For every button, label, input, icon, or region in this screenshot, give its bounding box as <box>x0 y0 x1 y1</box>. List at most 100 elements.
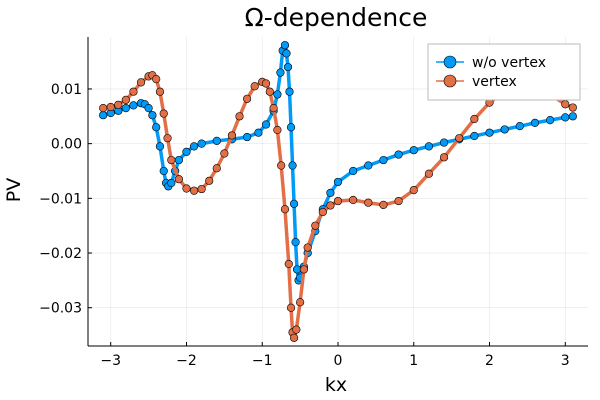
data-point <box>409 186 418 195</box>
legend-label: vertex <box>472 74 517 90</box>
data-point <box>182 147 191 156</box>
data-point <box>273 90 282 99</box>
data-point <box>220 149 229 158</box>
y-tick-label: 0.01 <box>51 82 82 98</box>
data-point <box>364 198 373 207</box>
data-point <box>167 178 176 188</box>
data-point <box>318 207 327 217</box>
data-point <box>197 184 206 194</box>
data-point <box>303 243 312 252</box>
data-point <box>394 150 403 159</box>
data-point <box>500 125 509 134</box>
data-point <box>152 75 161 84</box>
data-point <box>333 196 343 206</box>
data-point <box>530 118 540 127</box>
data-point <box>286 303 296 312</box>
legend-marker <box>443 74 457 88</box>
data-point <box>280 41 290 50</box>
data-point <box>299 265 309 274</box>
data-point <box>261 79 271 88</box>
data-point <box>364 161 373 170</box>
data-point <box>561 113 570 122</box>
data-point <box>106 102 115 112</box>
legend-label: w/o vertex <box>472 55 546 71</box>
data-point <box>261 120 271 129</box>
data-point <box>277 161 286 170</box>
legend-marker <box>443 55 457 69</box>
data-point <box>439 138 449 147</box>
x-tick-label: 2 <box>485 353 494 369</box>
data-point <box>333 177 343 187</box>
data-point <box>265 87 274 96</box>
data-point <box>242 132 252 142</box>
data-point <box>409 146 418 155</box>
data-point <box>152 123 161 132</box>
x-tick-label: −1 <box>252 353 273 369</box>
data-point <box>283 62 293 72</box>
data-point <box>379 200 388 209</box>
data-point <box>189 142 199 151</box>
data-point <box>326 201 335 210</box>
data-point <box>235 112 244 121</box>
chart-title: Ω-dependence <box>245 3 428 32</box>
data-point <box>129 101 138 110</box>
data-point <box>455 134 464 143</box>
data-point <box>470 114 479 124</box>
series-layer <box>99 41 577 342</box>
axes: −3 −2 −1 0 1 2 3 −0.03 −0.02 −0.01 0.00 0.01 <box>39 37 588 369</box>
data-point <box>292 325 301 334</box>
data-point <box>269 103 278 113</box>
data-point <box>568 112 577 121</box>
data-point <box>286 123 296 132</box>
data-point <box>250 82 259 91</box>
x-tick-label: 0 <box>334 353 343 369</box>
data-point <box>159 109 168 118</box>
data-point <box>349 195 358 205</box>
data-point <box>227 131 237 140</box>
data-point <box>163 134 172 143</box>
legend-box <box>427 43 581 101</box>
plot-area: −3 −2 −1 0 1 2 3 −0.03 −0.02 −0.01 0.00 0.01 <box>39 37 588 369</box>
data-point <box>254 128 263 137</box>
data-point <box>280 205 290 214</box>
data-point <box>282 49 291 58</box>
data-point <box>292 265 302 274</box>
data-point <box>515 122 524 131</box>
data-point <box>424 142 434 151</box>
data-point <box>189 186 199 195</box>
x-tick-label: −3 <box>100 353 121 369</box>
y-tick-label: 0.00 <box>51 137 82 153</box>
data-point <box>197 139 206 148</box>
data-point <box>182 184 191 193</box>
data-point <box>144 103 153 113</box>
data-point <box>159 166 168 176</box>
data-point <box>121 103 130 113</box>
data-point <box>470 131 479 141</box>
data-point <box>311 221 320 230</box>
data-point <box>546 116 555 125</box>
data-point <box>174 175 184 184</box>
data-point <box>242 94 252 103</box>
data-point <box>212 164 221 173</box>
data-point <box>285 87 294 96</box>
x-tick-label: 3 <box>561 353 570 369</box>
data-point <box>129 87 138 96</box>
data-point <box>424 169 434 178</box>
data-point <box>155 142 165 151</box>
data-point <box>155 87 165 96</box>
data-point <box>289 199 299 208</box>
data-point <box>326 188 335 197</box>
data-point <box>205 176 214 185</box>
data-point <box>284 259 293 269</box>
legend: w/o vertex vertex <box>427 43 581 101</box>
x-tick-label: 1 <box>409 353 418 369</box>
data-point <box>121 95 130 104</box>
data-point <box>273 125 282 135</box>
y-tick-label: −0.03 <box>39 301 82 317</box>
data-point <box>561 100 570 109</box>
x-tick-label: −2 <box>176 353 197 369</box>
data-point <box>349 166 358 176</box>
data-point <box>296 298 305 307</box>
data-point <box>394 196 403 206</box>
